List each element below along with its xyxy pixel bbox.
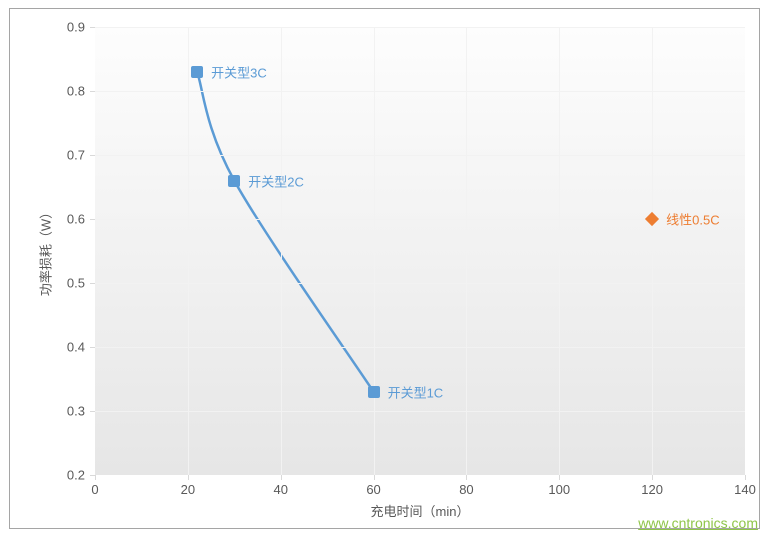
y-tick-mark (90, 411, 95, 412)
y-tick-mark (90, 91, 95, 92)
y-tick-mark (90, 155, 95, 156)
y-tick-label: 0.7 (49, 148, 85, 163)
gridline-horizontal (95, 155, 745, 156)
gridline-vertical (188, 27, 189, 475)
y-tick-mark (90, 347, 95, 348)
gridline-vertical (466, 27, 467, 475)
y-tick-mark (90, 283, 95, 284)
chart-container: 开关型3C开关型2C开关型1C线性0.5C 功率损耗（W） 充电时间（min） … (9, 8, 760, 529)
x-tick-mark (188, 475, 189, 480)
series-line-switch-type (197, 72, 373, 392)
gridline-vertical (374, 27, 375, 475)
y-tick-label: 0.9 (49, 20, 85, 35)
plot-background (95, 27, 745, 475)
gridline-horizontal (95, 411, 745, 412)
x-tick-mark (374, 475, 375, 480)
gridline-horizontal (95, 91, 745, 92)
x-tick-mark (559, 475, 560, 480)
marker-linear-type (645, 212, 659, 226)
y-tick-label: 0.4 (49, 340, 85, 355)
marker-switch-type (368, 386, 380, 398)
gridline-vertical (559, 27, 560, 475)
marker-switch-type (228, 175, 240, 187)
y-tick-label: 0.5 (49, 276, 85, 291)
gridline-vertical (281, 27, 282, 475)
data-label: 开关型2C (248, 171, 304, 190)
y-tick-label: 0.6 (49, 212, 85, 227)
x-axis-title: 充电时间（min） (371, 501, 470, 520)
gridline-horizontal (95, 283, 745, 284)
x-tick-mark (652, 475, 653, 480)
x-tick-label: 120 (641, 482, 663, 497)
x-tick-label: 20 (181, 482, 195, 497)
watermark-link[interactable]: www.cntronics.com (638, 515, 758, 531)
x-tick-label: 100 (548, 482, 570, 497)
y-tick-mark (90, 219, 95, 220)
data-label: 开关型3C (211, 62, 267, 81)
x-tick-mark (745, 475, 746, 480)
x-tick-label: 40 (273, 482, 287, 497)
x-tick-label: 0 (91, 482, 98, 497)
series-lines-layer (95, 27, 745, 475)
gridline-horizontal (95, 347, 745, 348)
gridline-vertical (652, 27, 653, 475)
x-tick-label: 140 (734, 482, 756, 497)
x-tick-mark (95, 475, 96, 480)
x-tick-label: 80 (459, 482, 473, 497)
x-tick-label: 60 (366, 482, 380, 497)
gridline-horizontal (95, 27, 745, 28)
plot-area: 开关型3C 开关型2C 开关型1C 线性0.5C (95, 27, 745, 475)
y-tick-label: 0.3 (49, 404, 85, 419)
y-tick-label: 0.2 (49, 468, 85, 483)
data-label: 线性0.5C (666, 210, 719, 229)
x-tick-mark (281, 475, 282, 480)
x-tick-mark (466, 475, 467, 480)
marker-switch-type (191, 66, 203, 78)
y-tick-label: 0.8 (49, 84, 85, 99)
y-tick-mark (90, 27, 95, 28)
data-label: 开关型1C (388, 382, 444, 401)
y-tick-mark (90, 475, 95, 476)
